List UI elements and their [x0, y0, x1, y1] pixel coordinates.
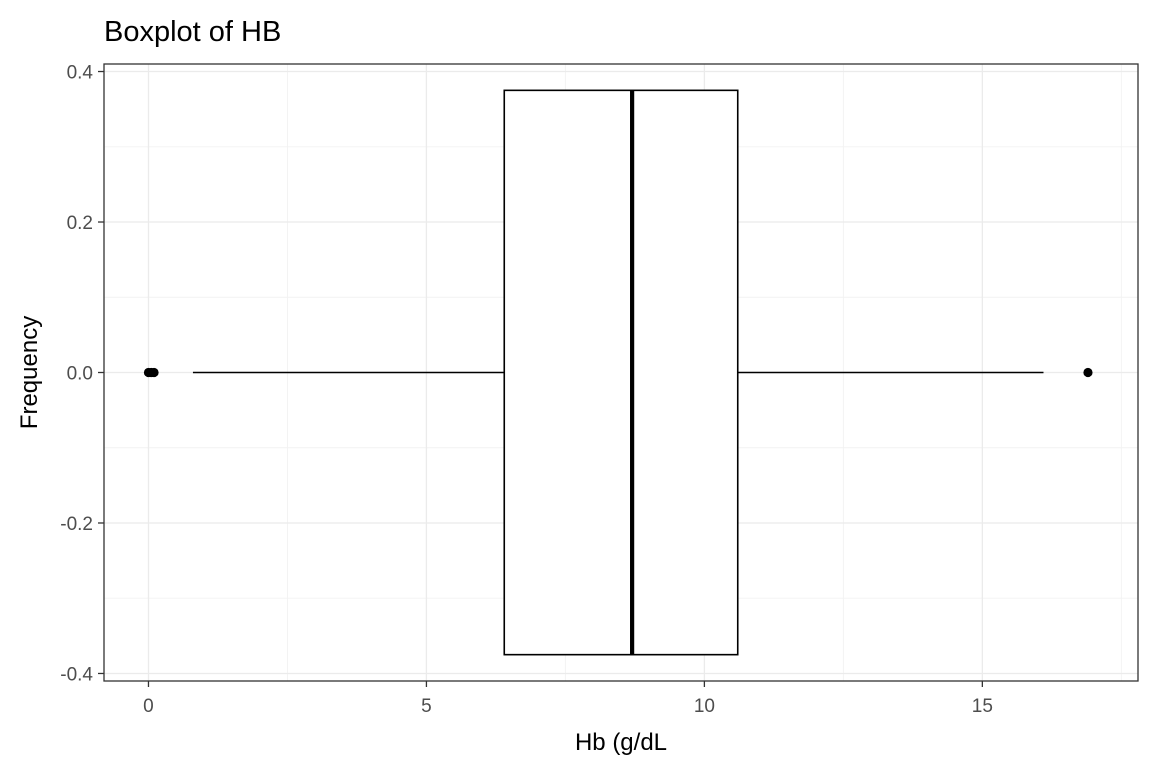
- chart-title: Boxplot of HB: [104, 16, 281, 48]
- y-tick-label: 0.2: [67, 213, 93, 234]
- outlier-point: [149, 367, 159, 378]
- x-tick-label: 5: [421, 696, 432, 717]
- x-tick-label: 0: [143, 696, 154, 717]
- x-tick-label: 15: [972, 696, 993, 717]
- outlier-point: [1083, 367, 1093, 378]
- y-tick-label: -0.2: [60, 514, 93, 535]
- y-tick-label: 0.0: [67, 364, 93, 385]
- axis-ticks: 0 5 10 15 -0.4 -0.2 0.0 0.2 0.4: [60, 63, 993, 717]
- x-axis-title: Hb (g/dL: [575, 729, 667, 756]
- x-tick-label: 10: [694, 696, 715, 717]
- y-tick-label: -0.4: [60, 664, 93, 685]
- boxplot-layer: [143, 89, 1093, 656]
- y-tick-label: 0.4: [67, 63, 94, 84]
- iqr-box: [503, 89, 739, 656]
- y-axis-title: Frequency: [16, 316, 43, 429]
